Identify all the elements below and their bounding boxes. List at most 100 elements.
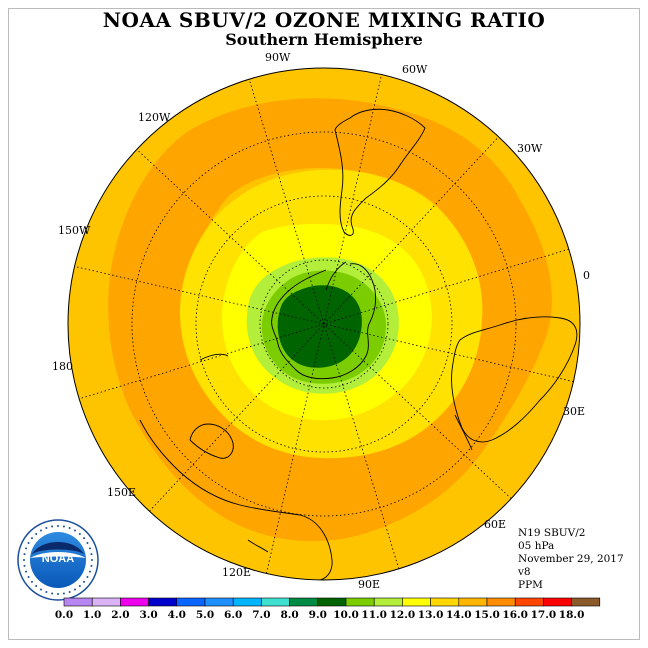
logo-dot [68,590,71,593]
logo-dot [74,529,76,532]
legend-tick-label: 13.0 [418,609,444,621]
logo-dot [35,532,38,535]
legend-tick-label: 8.0 [280,609,298,621]
logo-dot [78,585,81,588]
lon-label-150e: 150E [107,486,137,499]
logo-wing [30,552,86,558]
ozone-band-15-16 [108,98,552,542]
legend-tick-label: 1.0 [83,609,101,621]
graticule [131,131,517,517]
map-title: NOAA SBUV/2 OZONE MIXING RATIO [102,8,546,32]
logo-text: NOAA [42,553,74,565]
lon-label-60e: 60E [484,518,507,531]
map-boundary [67,67,581,581]
legend-tick-label: 4.0 [168,609,186,621]
date-label: November 29, 2017 [518,553,624,565]
meridian-line [266,74,382,574]
logo-dot [40,529,42,532]
product-info: N19 SBUV/2 05 hPa November 29, 2017 v8 P… [518,527,624,592]
legend-tick-label: 17.0 [531,609,557,621]
satellite-label: N19 SBUV/2 [518,527,586,539]
map-subtitle: Southern Hemisphere [225,30,423,49]
logo-dot [88,547,91,550]
logo-dot [62,525,65,528]
lon-label-90e: 90E [358,578,381,591]
logo-dot [90,553,93,556]
legend-swatch [543,597,572,607]
logo-dot [25,570,28,573]
logo-dot [57,593,59,595]
legend-tick-label: 9.0 [309,609,327,621]
logo-dot [35,585,38,588]
logo-dot [45,527,48,530]
legend-swatch [373,597,403,607]
lon-label-0: 0 [583,269,590,282]
logo-dot [74,588,76,591]
lon-label-30e: 30E [563,405,586,418]
lon-label-30w: 30W [517,142,543,155]
logo-dot [91,559,93,561]
legend-tick-label: 6.0 [224,609,242,621]
lon-label-120e: 120E [222,566,252,579]
legend-swatch [514,597,544,607]
version-label: v8 [518,566,531,578]
logo-dot [68,527,71,530]
legend-swatch [571,597,601,607]
logo-dot [27,576,30,578]
legend-swatch [317,597,347,607]
logo-dot [23,564,26,567]
meridian-line [149,136,499,512]
coastlines [139,108,578,580]
logo-ring-dots [23,525,93,595]
legend-tick-label: 18.0 [559,609,585,621]
logo-dot [78,532,81,535]
legend-swatch [232,597,262,607]
logo-dot [83,537,86,540]
logo-dot [88,570,91,573]
legend-swatch [176,597,206,607]
legend-swatch [63,597,93,607]
logo-dot [40,588,42,591]
lon-label-90w: 90W [265,51,291,64]
logo-dot [27,542,30,544]
meridian-line [74,266,574,382]
legend-swatch [430,597,460,607]
legend-swatch [402,597,431,607]
logo-dot [62,592,65,595]
logo-dot [23,553,26,556]
legend-swatch [204,597,234,607]
legend-swatch [345,597,375,607]
legend-tick-label: 0.0 [55,609,73,621]
meridian-lines [74,74,574,574]
lon-label-150w: 150W [58,224,91,237]
logo-bird [32,542,84,554]
logo-dot [57,525,59,527]
logo-dot [86,576,89,578]
logo-dot [83,580,86,583]
legend-tick-label: 10.0 [333,609,359,621]
legend-tick-label: 12.0 [390,609,416,621]
logo-dot [25,547,28,550]
logo-dot [51,592,54,595]
logo-dot [30,580,33,583]
legend-tick-label: 15.0 [474,609,500,621]
legend-tick-label: 5.0 [196,609,214,621]
lon-label-60w: 60W [402,63,428,76]
legend-swatch [120,597,149,607]
lon-label-120w: 120W [138,111,171,124]
map-frame [8,8,640,640]
legend-swatch [289,597,319,607]
legend-tick-label: 14.0 [446,609,472,621]
legend-tick-label: 11.0 [361,609,387,621]
logo-dot [23,559,25,561]
logo-dot [90,564,93,567]
legend-swatch [486,597,516,607]
legend-swatch [261,597,290,607]
legend-swatch [91,597,121,607]
pressure-level-label: 05 hPa [518,540,555,552]
legend-swatch [458,597,488,607]
noaa-logo: NOAA [17,519,99,601]
legend-swatch [148,597,178,607]
